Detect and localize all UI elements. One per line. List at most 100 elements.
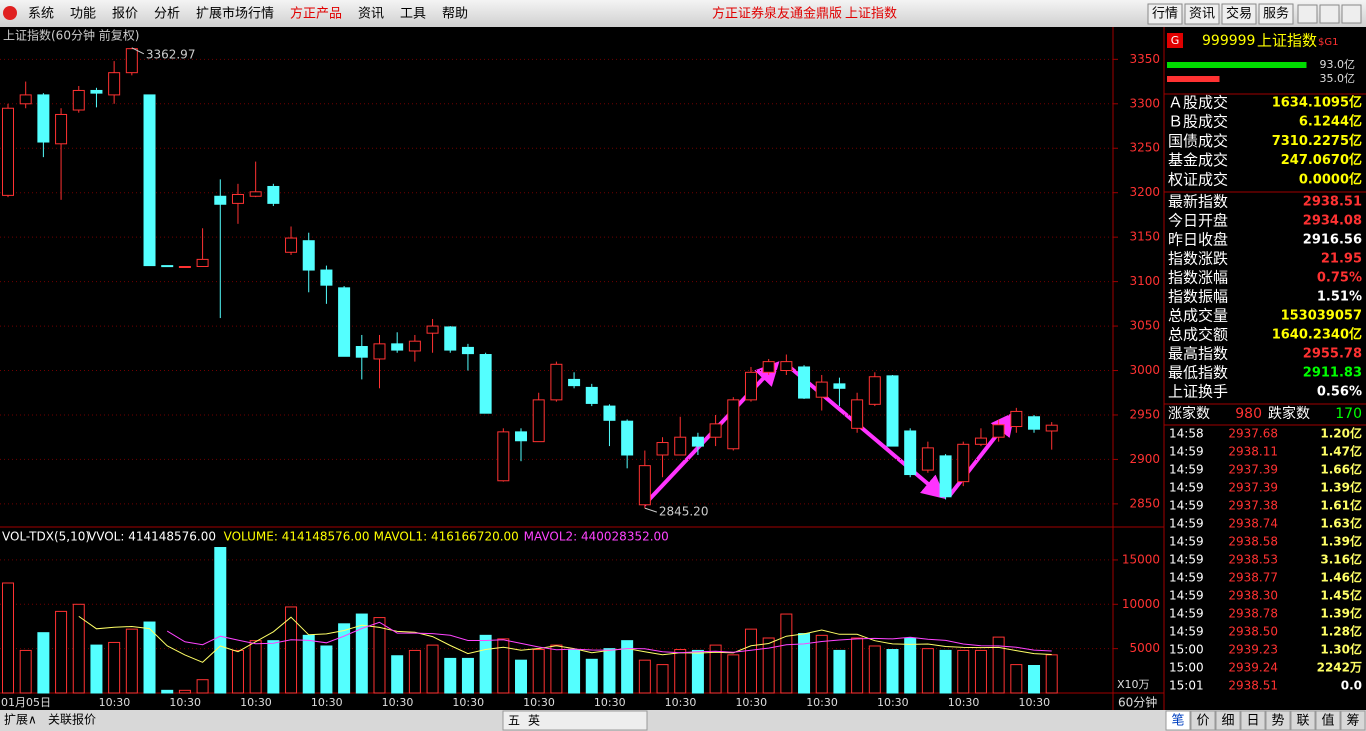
candle-body — [2, 107, 14, 196]
volume-bar — [833, 649, 846, 694]
panel-tab[interactable] — [1315, 710, 1341, 731]
quote-label: 国债成交 — [1168, 132, 1228, 150]
candle-body — [267, 185, 280, 204]
panel-tab-label[interactable]: 联 — [1296, 714, 1309, 729]
volume-bar — [72, 603, 85, 694]
panel-tab-label[interactable]: 势 — [1271, 713, 1284, 729]
volume-bar — [638, 659, 651, 694]
top-button-label[interactable]: 交易 — [1226, 6, 1252, 22]
panel-tab-label[interactable]: 细 — [1221, 714, 1234, 729]
tick-volume: 1.61亿 — [1320, 498, 1362, 513]
volume-bar — [426, 644, 439, 694]
x-tick-label: 10:30 — [665, 696, 697, 709]
candle-body — [444, 326, 457, 351]
y-tick-label: 15000 — [1122, 552, 1160, 566]
candle-body — [833, 383, 846, 389]
stock-name: 上证指数 — [1257, 32, 1317, 50]
period-label: 60分钟 — [1118, 695, 1157, 710]
candle-body — [1028, 416, 1041, 430]
status-item[interactable]: 扩展∧ — [4, 713, 37, 727]
tick-time: 14:59 — [1169, 445, 1204, 459]
quote-value: 0.75% — [1317, 271, 1362, 286]
tick-price: 2938.78 — [1228, 607, 1278, 621]
volume-bar — [391, 655, 404, 694]
tick-volume: 1.66亿 — [1320, 462, 1362, 477]
ime-item[interactable]: 五 — [508, 714, 520, 728]
panel-tab[interactable] — [1265, 710, 1291, 731]
volume-unit: X10万 — [1117, 678, 1150, 691]
tick-time: 14:59 — [1169, 553, 1204, 567]
panel-tab[interactable] — [1215, 710, 1241, 731]
volume-bar — [55, 610, 68, 694]
y-tick-label: 3100 — [1129, 274, 1160, 288]
menu-item[interactable]: 扩展市场行情 — [196, 6, 274, 22]
tick-time: 14:59 — [1169, 535, 1204, 549]
annotation-leader — [131, 47, 145, 55]
panel-tab[interactable] — [1340, 710, 1366, 731]
candle-body — [568, 378, 581, 387]
volume-bar — [302, 634, 315, 694]
menu-item[interactable]: 资讯 — [358, 7, 384, 22]
tick-price: 2938.58 — [1228, 535, 1278, 549]
tick-price: 2939.24 — [1228, 661, 1278, 675]
x-tick-label: 10:30 — [735, 696, 767, 709]
menu-item[interactable]: 报价 — [112, 7, 138, 22]
tick-price: 2938.53 — [1228, 553, 1278, 567]
x-tick-label: 10:30 — [240, 696, 272, 709]
tick-price: 2937.68 — [1228, 427, 1278, 441]
x-tick-label: 10:30 — [382, 696, 414, 709]
volume-bar — [196, 679, 209, 694]
top-button[interactable] — [1221, 3, 1257, 25]
candle-body — [408, 340, 421, 352]
window-control[interactable] — [1341, 4, 1362, 24]
tick-volume: 1.20亿 — [1320, 426, 1362, 441]
panel-tab[interactable] — [1290, 710, 1316, 731]
panel-tab-label[interactable]: 筹 — [1346, 713, 1359, 729]
top-button-label[interactable]: 行情 — [1152, 7, 1178, 22]
panel-tab-label[interactable]: 值 — [1321, 713, 1334, 729]
ime-item[interactable]: 英 — [528, 714, 540, 728]
panel-tab-label[interactable]: 价 — [1196, 714, 1209, 729]
menu-item[interactable]: 系统 — [28, 7, 54, 22]
window-control[interactable] — [1319, 4, 1340, 24]
quote-label: 昨日收盘 — [1168, 231, 1228, 249]
top-button[interactable] — [1184, 3, 1220, 25]
panel-tab[interactable] — [1240, 710, 1266, 731]
panel-tab-label[interactable]: 笔 — [1171, 713, 1184, 729]
volume-bar — [709, 644, 722, 694]
quote-label: 上证换手 — [1168, 383, 1228, 401]
quote-label: 总成交额 — [1168, 326, 1228, 344]
x-tick-label: 10:30 — [594, 696, 626, 709]
menu-item[interactable]: 工具 — [400, 7, 426, 22]
volume-bar — [108, 641, 121, 694]
menu-item[interactable]: 分析 — [154, 7, 180, 22]
menu-item[interactable]: 功能 — [70, 7, 96, 22]
menu-item[interactable]: 方正产品 — [290, 6, 342, 22]
panel-tab[interactable] — [1190, 710, 1216, 731]
tick-time: 15:01 — [1169, 679, 1204, 693]
tick-volume: 2242万 — [1317, 661, 1362, 675]
ma-line — [78, 615, 1052, 663]
quote-value: 2938.51 — [1303, 195, 1362, 210]
x-tick-label: 10:30 — [452, 696, 484, 709]
volume-bar — [125, 628, 138, 694]
top-button[interactable] — [1147, 3, 1183, 25]
volume-bar — [886, 649, 899, 694]
window-control[interactable] — [1297, 4, 1318, 24]
candle-body — [143, 94, 156, 267]
x-tick-label: 10:30 — [99, 696, 131, 709]
candle-body — [727, 399, 740, 450]
candle-body — [178, 265, 191, 268]
status-item[interactable]: 关联报价 — [48, 712, 96, 727]
panel-tab-label[interactable]: 日 — [1246, 714, 1259, 729]
flow-label: 35.0亿 — [1320, 72, 1356, 85]
quote-label: Ｂ股成交 — [1168, 113, 1228, 131]
top-button-label[interactable]: 服务 — [1263, 6, 1289, 22]
candle-body — [709, 423, 722, 438]
volume-bar — [2, 582, 14, 694]
quote-value: 0.0000亿 — [1299, 171, 1362, 187]
menu-item[interactable]: 帮助 — [442, 7, 468, 22]
top-button-label[interactable]: 资讯 — [1189, 7, 1215, 22]
panel-tab[interactable] — [1165, 710, 1191, 731]
top-button[interactable] — [1258, 3, 1294, 25]
